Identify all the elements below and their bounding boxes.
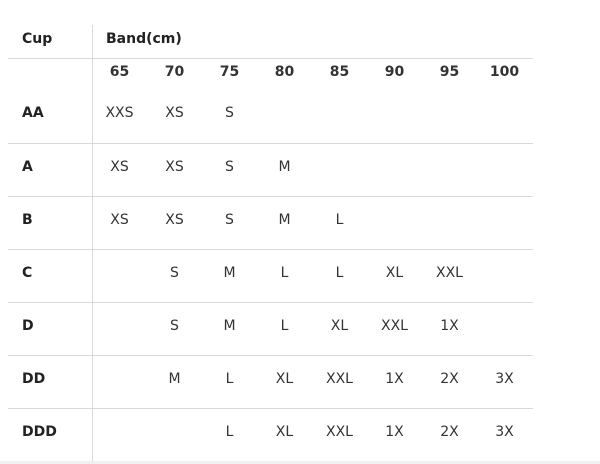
size-cell: 1X xyxy=(385,424,404,440)
cup-d: D xyxy=(22,318,34,334)
cup-header: Cup xyxy=(22,31,53,47)
size-cell: XS xyxy=(165,212,184,228)
size-cell: S xyxy=(170,265,179,281)
size-cell: S xyxy=(225,212,234,228)
row-divider xyxy=(8,143,533,144)
band-65: 65 xyxy=(109,64,130,80)
size-cell: XS xyxy=(110,212,129,228)
cup-aa: AA xyxy=(22,105,44,121)
size-cell: XXL xyxy=(326,371,353,387)
size-cell: L xyxy=(280,318,289,334)
size-cell: 3X xyxy=(495,424,514,440)
size-cell: XXL xyxy=(436,265,463,281)
size-cell: XL xyxy=(330,318,349,334)
size-cell: XL xyxy=(275,424,294,440)
cup-ddd: DDD xyxy=(22,424,57,440)
row-divider xyxy=(8,355,533,356)
size-cell: S xyxy=(225,105,234,121)
size-cell: L xyxy=(335,265,344,281)
cup-a: A xyxy=(22,159,33,175)
size-cell: M xyxy=(168,371,181,387)
size-cell: L xyxy=(225,371,234,387)
row-divider xyxy=(8,58,533,59)
size-cell: XS xyxy=(165,105,184,121)
row-divider xyxy=(8,196,533,197)
size-cell: XL xyxy=(385,265,404,281)
size-cell: XXL xyxy=(326,424,353,440)
size-cell: M xyxy=(278,159,291,175)
band-80: 80 xyxy=(274,64,295,80)
band-90: 90 xyxy=(384,64,405,80)
column-divider xyxy=(92,25,93,461)
cup-dd: DD xyxy=(22,371,46,387)
row-divider xyxy=(8,302,533,303)
size-cell: L xyxy=(335,212,344,228)
size-cell: XS xyxy=(165,159,184,175)
size-cell: L xyxy=(225,424,234,440)
cup-b: B xyxy=(22,212,33,228)
band-header: Band(cm) xyxy=(106,31,182,47)
size-cell: 1X xyxy=(385,371,404,387)
cup-c: C xyxy=(22,265,33,281)
size-cell: 3X xyxy=(495,371,514,387)
size-cell: XL xyxy=(275,371,294,387)
size-cell: M xyxy=(278,212,291,228)
bottom-bar xyxy=(0,461,600,464)
size-cell: XS xyxy=(110,159,129,175)
size-cell: 2X xyxy=(440,371,459,387)
size-cell: L xyxy=(280,265,289,281)
size-cell: M xyxy=(223,265,236,281)
size-cell: XXL xyxy=(381,318,408,334)
band-100: 100 xyxy=(489,64,520,80)
band-75: 75 xyxy=(219,64,240,80)
size-cell: S xyxy=(225,159,234,175)
size-cell: 1X xyxy=(440,318,459,334)
size-cell: XXS xyxy=(105,105,134,121)
size-cell: 2X xyxy=(440,424,459,440)
band-85: 85 xyxy=(329,64,350,80)
size-cell: S xyxy=(170,318,179,334)
band-70: 70 xyxy=(164,64,185,80)
band-95: 95 xyxy=(439,64,460,80)
row-divider xyxy=(8,408,533,409)
size-cell: M xyxy=(223,318,236,334)
row-divider xyxy=(8,249,533,250)
